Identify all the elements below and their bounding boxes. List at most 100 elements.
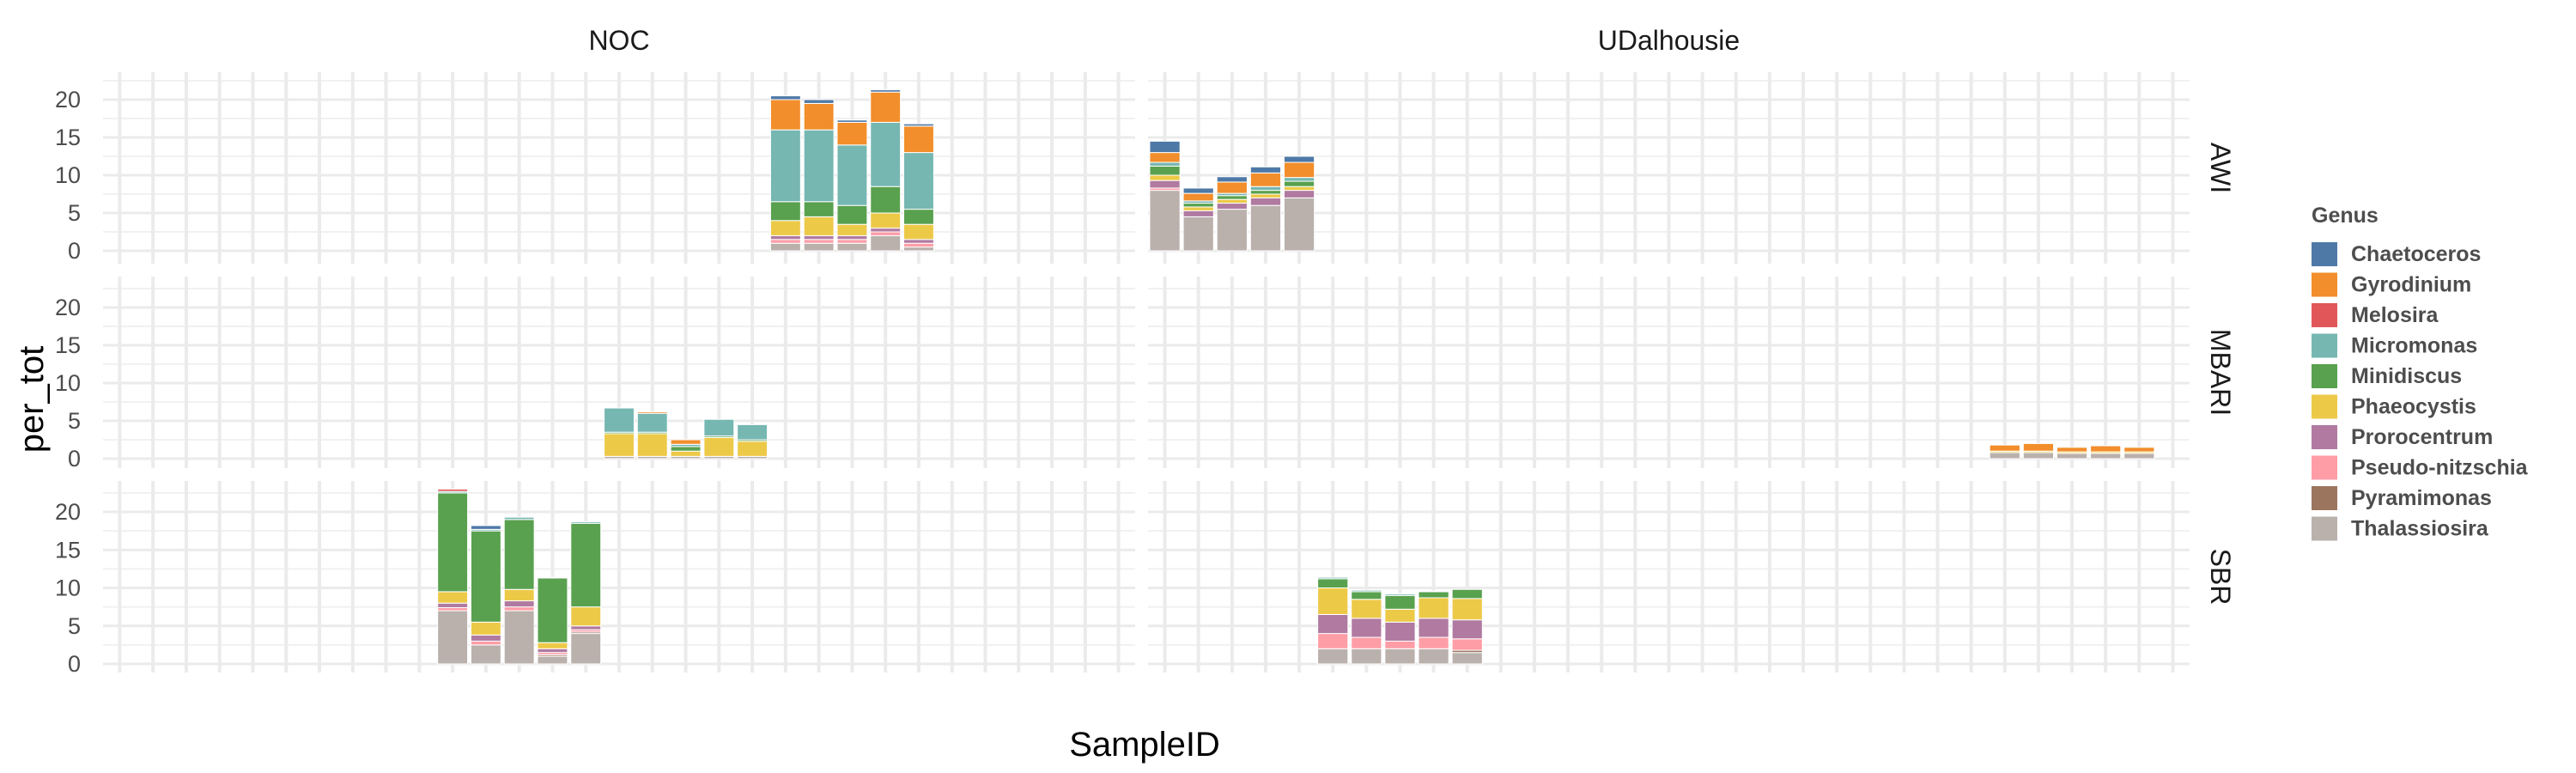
bar-segment-pseudo-nitzschia bbox=[470, 640, 501, 646]
bar-awi-udalhousie-slot-1 bbox=[1182, 187, 1214, 252]
bar-segment-thalassiosira bbox=[1249, 204, 1282, 252]
panel-awi-noc bbox=[103, 72, 1135, 264]
bar-segment-prorocentrum bbox=[1149, 180, 1181, 189]
bar-sbr-udalhousie-slot-5 bbox=[1317, 576, 1349, 665]
bar-segment-micromonas bbox=[1283, 177, 1315, 182]
panel-sbr-noc bbox=[103, 481, 1135, 673]
bar-segment-chaetoceros bbox=[803, 99, 835, 104]
x-axis-title: SampleID bbox=[1069, 726, 1220, 764]
bar-segment-micromonas bbox=[1317, 576, 1349, 580]
bar-segment-thalassiosira bbox=[1317, 648, 1349, 665]
bar-segment-thalassiosira bbox=[1216, 209, 1248, 252]
legend-item-melosira: Melosira bbox=[2312, 303, 2439, 327]
bar-segment-gyrodinium bbox=[1182, 192, 1214, 202]
bar-segment-minidiscus bbox=[1182, 203, 1214, 208]
legend-item-thalassiosira: Thalassiosira bbox=[2312, 516, 2489, 541]
bar-mbari-udalhousie-slot-28 bbox=[2090, 445, 2122, 460]
y-tick-label: 15 bbox=[55, 537, 81, 563]
bar-segment-gyrodinium bbox=[870, 91, 902, 123]
facet-row-label-awi: AWI bbox=[2205, 143, 2236, 193]
bar-segment-phaeocystis bbox=[537, 642, 568, 649]
bar-segment-chaetoceros bbox=[870, 89, 902, 93]
bar-segment-pseudo-nitzschia bbox=[803, 239, 835, 244]
bar-sbr-udalhousie-slot-8 bbox=[1418, 590, 1449, 665]
legend-swatch bbox=[2312, 486, 2337, 510]
legend-item-pseudo-nitzschia: Pseudo-nitzschia bbox=[2312, 455, 2529, 480]
bar-segment-micromonas bbox=[1384, 593, 1416, 596]
legend-items: Chaetoceros Gyrodinium Melosira Micromonas M… bbox=[2312, 242, 2529, 541]
y-tick-label: 20 bbox=[55, 87, 81, 113]
legend-item-micromonas: Micromonas bbox=[2312, 333, 2477, 358]
y-tick-label: 0 bbox=[68, 651, 81, 677]
legend-label: Pseudo-nitzschia bbox=[2351, 456, 2529, 480]
bar-segment-phaeocystis bbox=[836, 223, 868, 236]
bar-segment-prorocentrum bbox=[1418, 618, 1449, 638]
legend-label: Melosira bbox=[2351, 303, 2439, 327]
bar-segment-micromonas bbox=[1149, 161, 1181, 167]
legend-item-pyramimonas: Pyramimonas bbox=[2312, 486, 2492, 510]
bar-segment-thalassiosira bbox=[2123, 453, 2155, 460]
bar-segment-phaeocystis bbox=[1149, 174, 1181, 181]
bar-segment-prorocentrum bbox=[503, 600, 535, 608]
bar-segment-minidiscus bbox=[537, 577, 568, 643]
bar-segment-micromonas bbox=[836, 144, 868, 206]
bar-awi-udalhousie-slot-4 bbox=[1283, 155, 1315, 252]
bar-segment-micromonas bbox=[903, 152, 934, 210]
y-tick-label: 0 bbox=[68, 238, 81, 264]
bar-awi-udalhousie-slot-3 bbox=[1249, 166, 1282, 252]
panel-mbari-udalhousie bbox=[1148, 277, 2190, 468]
bar-segment-thalassiosira bbox=[1418, 648, 1449, 665]
bar-segment-minidiscus bbox=[1149, 165, 1181, 176]
y-tick-label: 0 bbox=[68, 446, 81, 472]
bar-segment-thalassiosira bbox=[1351, 648, 1382, 665]
bar-segment-prorocentrum bbox=[903, 239, 934, 244]
bar-segment-phaeocystis bbox=[437, 591, 469, 604]
bar-awi-noc-slot-22 bbox=[836, 119, 868, 252]
y-tick-label: 10 bbox=[55, 162, 81, 188]
bar-segment-chaetoceros bbox=[903, 123, 934, 127]
legend-swatch bbox=[2312, 516, 2337, 541]
legend: Genus Chaetoceros Gyrodinium Melosira Micro… bbox=[2312, 204, 2529, 541]
legend-label: Prorocentrum bbox=[2351, 425, 2493, 449]
facet-row-label-sbr: SBR bbox=[2205, 549, 2236, 606]
y-tick-label: 20 bbox=[55, 499, 81, 525]
legend-item-chaetoceros: Chaetoceros bbox=[2312, 242, 2481, 266]
bar-segment-minidiscus bbox=[1216, 195, 1248, 200]
bar-mbari-udalhousie-slot-26 bbox=[2022, 442, 2055, 460]
bar-segment-gyrodinium bbox=[1283, 161, 1315, 179]
legend-label: Minidiscus bbox=[2351, 364, 2462, 388]
bar-sbr-noc-slot-11 bbox=[470, 525, 501, 665]
bar-segment-thalassiosira bbox=[836, 242, 868, 252]
facet-column-label-noc: NOC bbox=[588, 25, 649, 56]
bar-segment-thalassiosira bbox=[1149, 190, 1181, 252]
bar-segment-phaeocystis bbox=[769, 220, 801, 236]
bar-segment-minidiscus bbox=[836, 204, 868, 225]
bar-segment-phaeocystis bbox=[1249, 193, 1282, 198]
bar-segment-micromonas bbox=[870, 121, 902, 187]
bar-segment-prorocentrum bbox=[1216, 203, 1248, 210]
bar-segment-micromonas bbox=[737, 423, 769, 441]
bar-segment-micromonas bbox=[604, 407, 635, 433]
bar-sbr-udalhousie-slot-6 bbox=[1351, 589, 1382, 665]
bar-segment-phaeocystis bbox=[1283, 186, 1315, 192]
legend-label: Thalassiosira bbox=[2351, 517, 2489, 541]
legend-label: Phaeocystis bbox=[2351, 395, 2476, 419]
y-tick-label: 15 bbox=[55, 332, 81, 358]
bar-segment-gyrodinium bbox=[903, 125, 934, 154]
bar-segment-gyrodinium bbox=[1249, 172, 1282, 187]
bar-segment-minidiscus bbox=[769, 201, 801, 222]
legend-item-prorocentrum: Prorocentrum bbox=[2312, 425, 2493, 449]
bar-segment-micromonas bbox=[570, 521, 602, 524]
bar-segment-micromonas bbox=[1418, 590, 1449, 593]
bar-sbr-noc-slot-14 bbox=[570, 521, 602, 665]
bar-segment-prorocentrum bbox=[870, 228, 902, 233]
bar-segment-phaeocystis bbox=[1317, 587, 1349, 615]
legend-swatch bbox=[2312, 272, 2337, 297]
bar-segment-prorocentrum bbox=[1451, 619, 1483, 640]
bar-segment-thalassiosira bbox=[570, 633, 602, 665]
panel-awi-udalhousie bbox=[1148, 72, 2190, 264]
bar-mbari-noc-slot-18 bbox=[703, 418, 735, 460]
bar-segment-minidiscus bbox=[1351, 591, 1382, 600]
bar-segment-phaeocystis bbox=[903, 223, 934, 240]
